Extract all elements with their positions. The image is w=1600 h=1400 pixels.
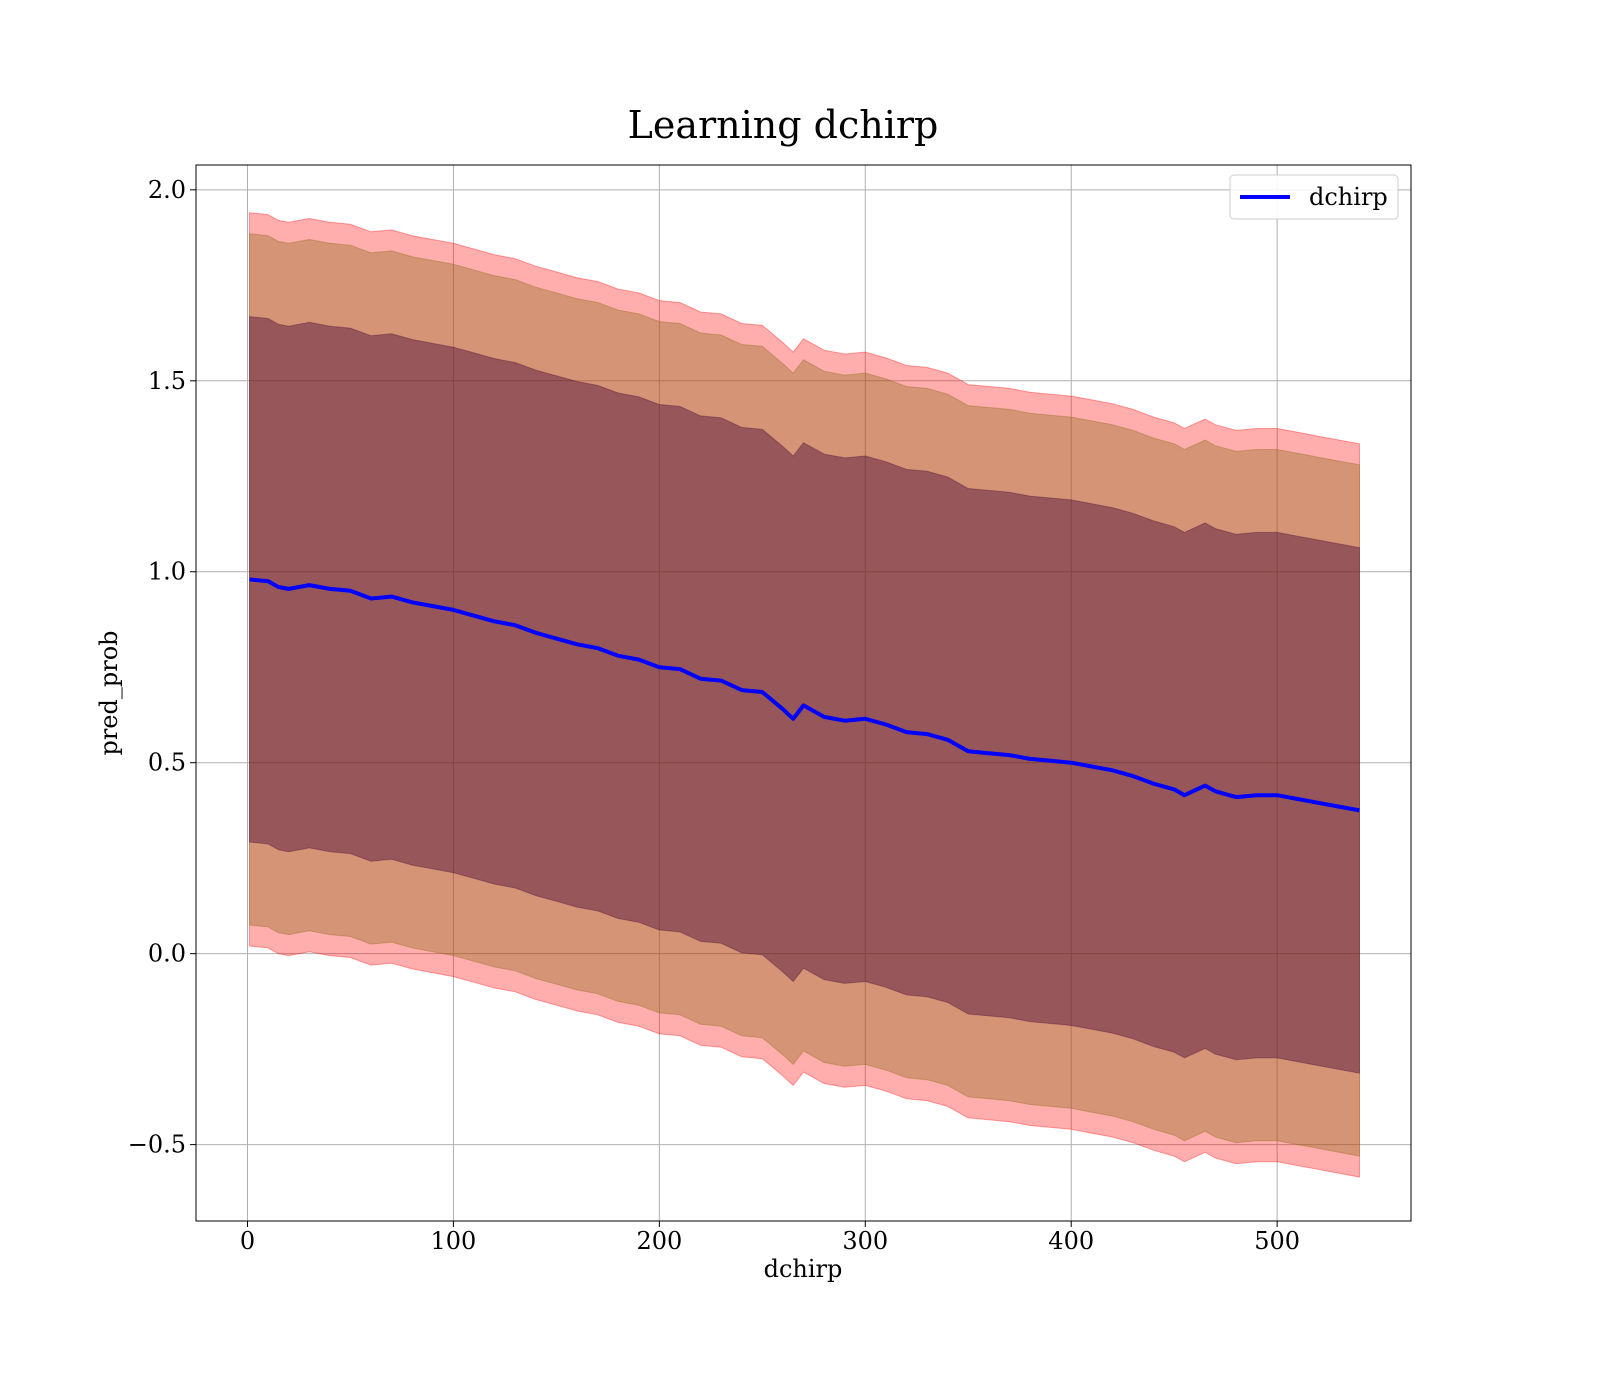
line-layer xyxy=(249,577,1360,813)
y-tick-label: −0.5 xyxy=(128,1131,186,1159)
legend: dchirp xyxy=(1229,174,1399,220)
y-tick-label: 1.0 xyxy=(148,558,186,586)
band-layer xyxy=(249,212,1360,1178)
legend-label-dchirp: dchirp xyxy=(1309,183,1388,211)
x-tick-label: 200 xyxy=(636,1227,682,1255)
y-tick-label: 1.5 xyxy=(148,367,186,395)
y-axis-label: pred_prob xyxy=(95,630,123,755)
grid-layer xyxy=(196,165,1411,1221)
x-tick-label: 100 xyxy=(431,1227,477,1255)
tick-layer: 0 100 200 300 400 500 −0.5 0.0 0.5 1.0 1.5 2.0 xyxy=(128,176,1300,1255)
band_outer xyxy=(249,212,1360,1178)
legend-box xyxy=(1229,174,1399,220)
x-tick-label: 0 xyxy=(240,1227,255,1255)
x-axis-label: dchirp xyxy=(764,1255,843,1283)
band_inner xyxy=(249,316,1360,1074)
y-tick-label: 0.0 xyxy=(148,940,186,968)
x-tick-label: 300 xyxy=(842,1227,888,1255)
y-tick-label: 2.0 xyxy=(148,176,186,204)
x-tick-label: 500 xyxy=(1254,1227,1300,1255)
band_middle xyxy=(249,233,1360,1157)
chart-title: Learning dchirp xyxy=(628,103,939,147)
plot-frame xyxy=(195,164,1412,1222)
x-tick-label: 400 xyxy=(1048,1227,1094,1255)
y-tick-label: 0.5 xyxy=(148,749,186,777)
series-line-dchirp xyxy=(249,577,1360,813)
